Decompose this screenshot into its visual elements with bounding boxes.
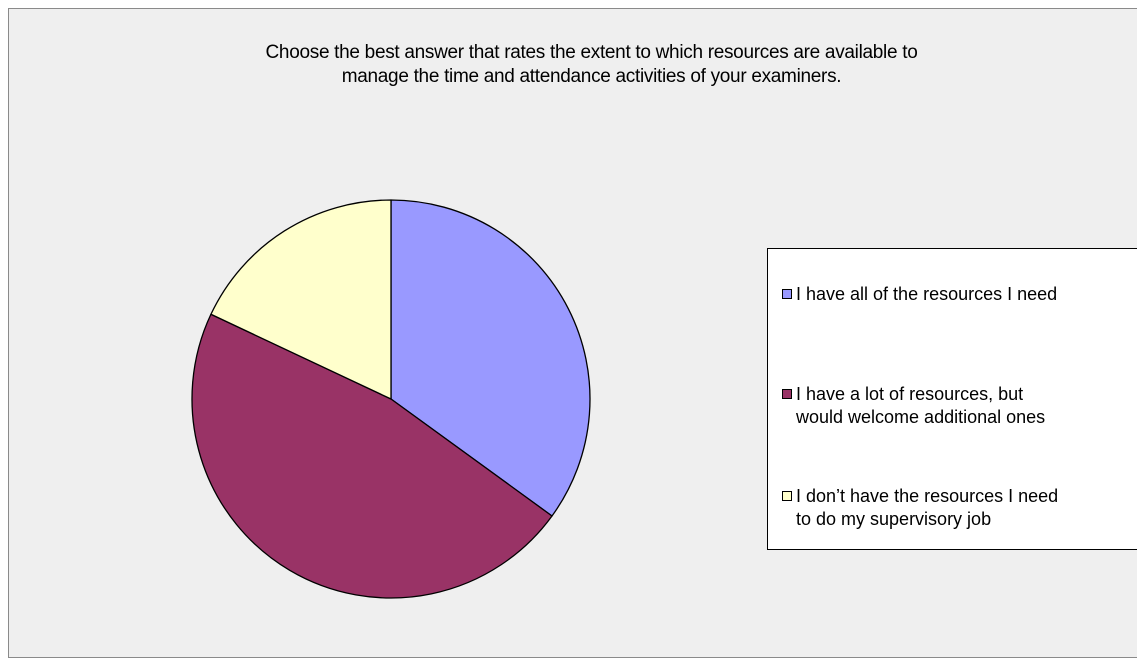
legend-label-3: I don’t have the resources I need to do …: [796, 486, 1059, 529]
legend-label-1: I have all of the resources I need: [796, 284, 1058, 304]
legend-entry-1: I have all of the resources I need: [782, 283, 1057, 306]
legend-label-2: I have a lot of resources, but would wel…: [796, 384, 1046, 427]
chart-title-line-2: manage the time and attendance activitie…: [341, 66, 842, 87]
legend-entry-3: I don’t have the resources I need to do …: [782, 485, 1058, 531]
pie-slice-1: [390, 199, 591, 517]
chart-title-line-1: Choose the best answer that rates the ex…: [265, 42, 918, 63]
pie-chart: [191, 199, 591, 599]
legend-swatch-3: [782, 491, 792, 501]
chart-title: Choose the best answer that rates the ex…: [9, 41, 1137, 89]
pie-slice-3: [210, 199, 392, 400]
legend: I have all of the resources I need I hav…: [767, 248, 1137, 550]
chart-area: Choose the best answer that rates the ex…: [8, 8, 1137, 658]
legend-entry-2: I have a lot of resources, but would wel…: [782, 383, 1045, 429]
pie-slice-2: [191, 313, 553, 599]
legend-swatch-2: [782, 389, 792, 399]
legend-swatch-1: [782, 289, 792, 299]
